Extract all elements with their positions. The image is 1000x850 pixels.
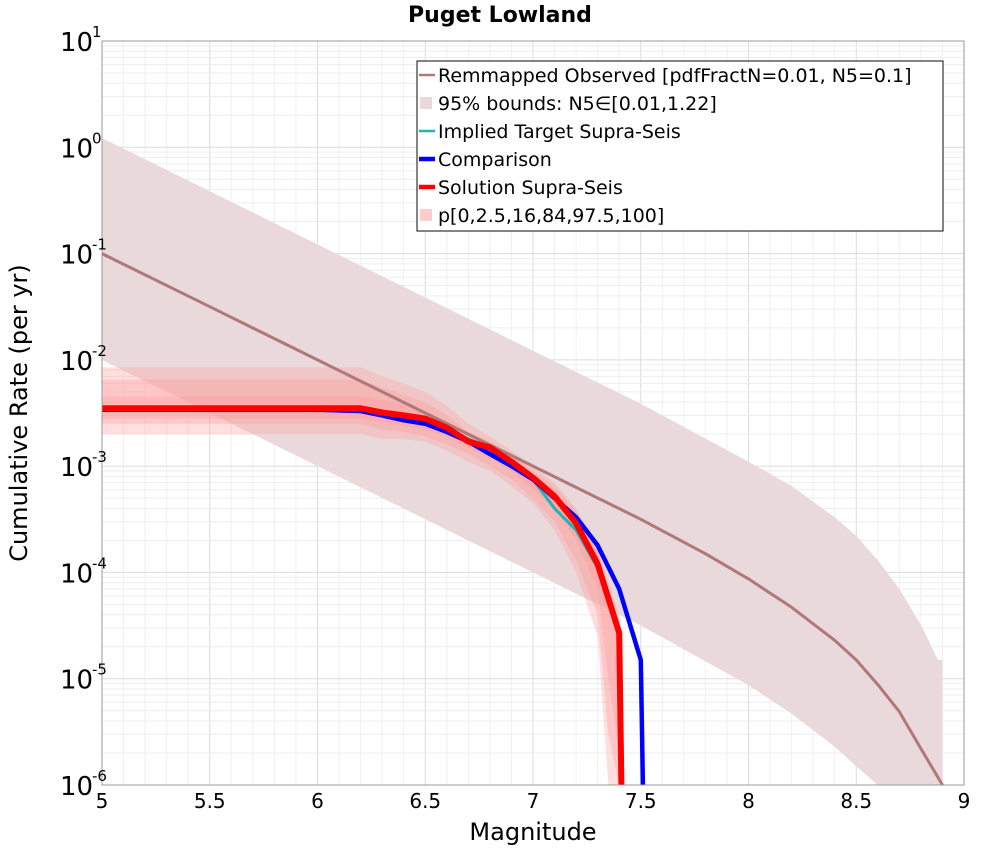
y-tick-exponent: -2: [92, 342, 107, 360]
y-tick-label: 10: [60, 772, 93, 802]
y-tick-exponent: 0: [92, 129, 102, 147]
legend-swatch: [420, 209, 432, 221]
legend-label: 95% bounds: N5∈[0.01,1.22]: [438, 93, 717, 115]
x-tick-label: 5.5: [194, 789, 226, 813]
y-tick-exponent: -5: [92, 661, 107, 679]
x-tick-label: 9: [958, 789, 971, 813]
y-tick-label: 10: [60, 559, 93, 589]
y-tick-label: 10: [60, 134, 93, 164]
y-tick-exponent: -1: [92, 236, 107, 254]
y-tick-label: 10: [60, 347, 93, 377]
y-tick-label: 10: [60, 28, 93, 58]
x-tick-label: 8: [742, 789, 755, 813]
x-tick-label: 7: [527, 789, 540, 813]
x-tick-label: 6: [311, 789, 324, 813]
y-tick-label: 10: [60, 453, 93, 483]
y-tick-label: 10: [60, 666, 93, 696]
legend-label: Solution Supra-Seis: [438, 177, 623, 199]
y-tick-exponent: -4: [92, 554, 107, 572]
x-tick-label: 7.5: [625, 789, 657, 813]
y-axis-label: Cumulative Rate (per yr): [5, 264, 33, 562]
legend-swatch: [420, 97, 432, 109]
x-tick-labels: 5 5.5 6 6.5 7 7.5 8 8.5 9: [96, 789, 971, 813]
plot-frame: [101, 40, 965, 786]
legend-label: Implied Target Supra-Seis: [438, 121, 681, 143]
x-tick-label: 5: [96, 789, 109, 813]
y-tick-exponent: -3: [92, 448, 107, 466]
x-tick-label: 6.5: [409, 789, 441, 813]
x-tick-label: 8.5: [840, 789, 872, 813]
solution-line: [102, 405, 625, 786]
y-tick-exponent: -6: [92, 767, 107, 785]
x-axis-label: Magnitude: [469, 818, 596, 846]
legend-label: p[0,2.5,16,84,97.5,100]: [438, 205, 664, 227]
legend-label: Comparison: [438, 149, 552, 171]
y-tick-label: 10: [60, 241, 93, 271]
legend-label: Remmapped Observed [pdfFractN=0.01, N5=0…: [438, 65, 912, 87]
legend: Remmapped Observed [pdfFractN=0.01, N5=0…: [416, 60, 944, 232]
chart-title: Puget Lowland: [408, 3, 592, 28]
remapped-observed-line: [101, 252, 944, 786]
solution-percentile-band: [102, 379, 620, 785]
series-lines: [101, 252, 944, 786]
legend-box: [416, 60, 944, 232]
y-tick-exponent: 1: [92, 23, 102, 41]
